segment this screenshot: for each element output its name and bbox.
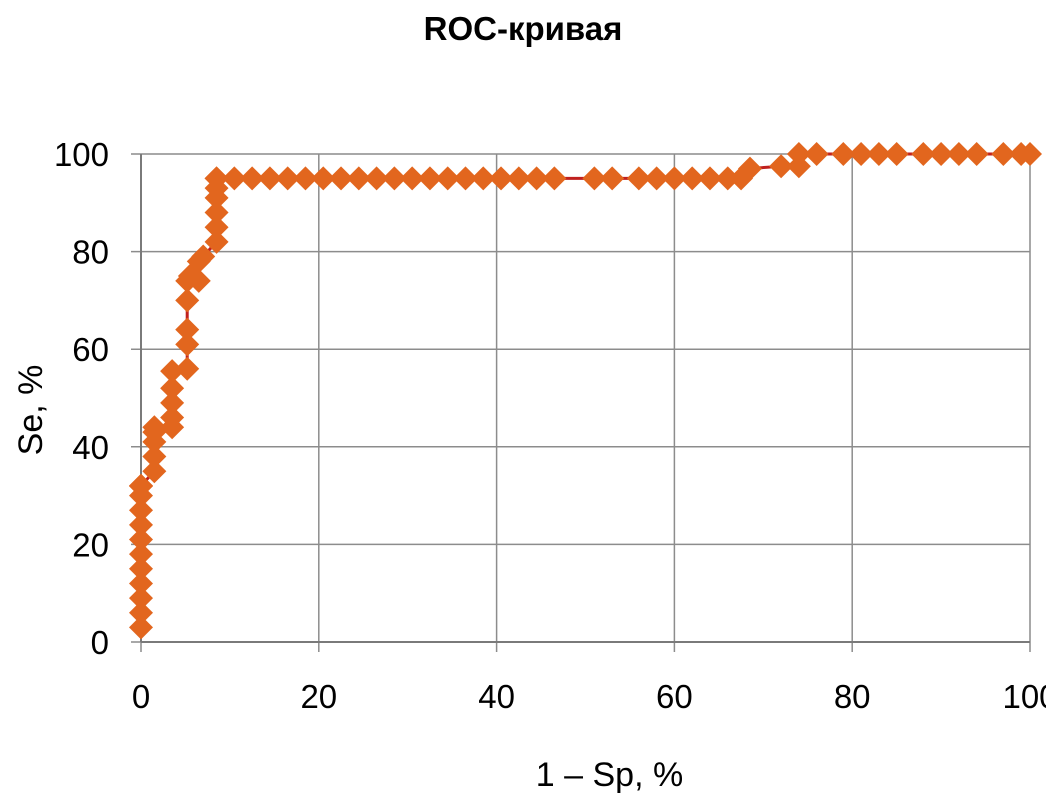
data-point	[204, 200, 229, 225]
y-tick-label: 40	[72, 429, 109, 466]
data-point	[240, 166, 265, 191]
data-point	[175, 288, 200, 313]
data-point	[786, 154, 811, 179]
data-point	[364, 166, 389, 191]
data-point	[697, 166, 722, 191]
data-point	[129, 556, 153, 581]
data-point	[964, 142, 989, 166]
data-point	[160, 359, 185, 384]
roc-line	[139, 152, 1030, 628]
data-point	[715, 166, 740, 191]
data-point	[866, 142, 891, 166]
data-point	[542, 166, 567, 191]
data-point	[737, 156, 762, 181]
x-tick-label: 60	[656, 678, 693, 715]
data-point	[644, 166, 669, 191]
x-tick-label: 100	[1002, 678, 1046, 715]
data-point	[129, 473, 153, 498]
y-tick-label: 100	[54, 136, 109, 173]
data-point	[129, 600, 153, 625]
data-point	[142, 444, 167, 469]
x-tick-label: 80	[834, 678, 871, 715]
data-point	[346, 166, 371, 191]
data-point	[329, 166, 354, 191]
tick-labels: 0 20 40 60 80 100 0 20 40 60 80 100	[54, 136, 1046, 715]
chart-title: ROC-кривая	[423, 10, 623, 47]
data-point	[129, 615, 153, 640]
data-point	[946, 142, 971, 166]
data-point	[129, 527, 153, 552]
data-point	[600, 166, 625, 191]
x-tick-label: 20	[300, 678, 337, 715]
data-point	[129, 498, 153, 523]
data-point	[129, 586, 153, 611]
grid-lines	[131, 153, 1031, 652]
x-tick-label: 40	[478, 678, 515, 715]
x-axis-label: 1 – Sp, %	[536, 756, 683, 794]
data-point	[204, 215, 229, 240]
data-point	[489, 166, 514, 191]
data-point	[626, 166, 651, 191]
data-point	[400, 166, 425, 191]
data-point	[884, 142, 909, 166]
data-point	[129, 512, 153, 537]
data-point	[506, 166, 531, 191]
y-axis-label: Se, %	[12, 365, 50, 456]
data-point	[160, 390, 185, 415]
data-point	[142, 415, 167, 440]
y-tick-label: 60	[72, 331, 109, 368]
data-point	[786, 142, 811, 166]
data-point	[175, 317, 200, 342]
data-points	[129, 142, 1042, 640]
data-point	[129, 542, 153, 567]
data-point	[382, 166, 407, 191]
data-point	[175, 356, 200, 381]
data-point	[769, 154, 794, 179]
data-point	[582, 166, 607, 191]
data-point	[204, 229, 229, 254]
axes	[140, 154, 1030, 643]
y-tick-label: 0	[91, 624, 109, 661]
data-point	[524, 166, 549, 191]
data-point	[453, 166, 478, 191]
x-tick-label: 0	[132, 678, 150, 715]
data-point	[471, 166, 496, 191]
data-point	[680, 166, 705, 191]
data-point	[417, 166, 442, 191]
data-point	[831, 142, 856, 166]
data-point	[160, 376, 185, 401]
data-point	[991, 142, 1016, 166]
data-point	[435, 166, 460, 191]
data-point	[160, 405, 185, 430]
data-point	[311, 166, 336, 191]
data-point	[175, 332, 200, 357]
data-point	[849, 142, 874, 166]
data-point	[911, 142, 936, 166]
y-tick-label: 80	[72, 234, 109, 271]
data-point	[129, 571, 153, 596]
data-point	[191, 244, 216, 269]
data-point	[293, 166, 318, 191]
data-point	[662, 166, 687, 191]
data-point	[142, 459, 167, 484]
data-point	[804, 142, 829, 166]
data-point	[204, 166, 229, 191]
data-point	[186, 268, 211, 293]
data-point	[929, 142, 954, 166]
y-tick-label: 20	[72, 526, 109, 563]
data-point	[222, 166, 247, 191]
data-point	[275, 166, 300, 191]
data-point	[257, 166, 282, 191]
data-point	[1018, 142, 1042, 166]
